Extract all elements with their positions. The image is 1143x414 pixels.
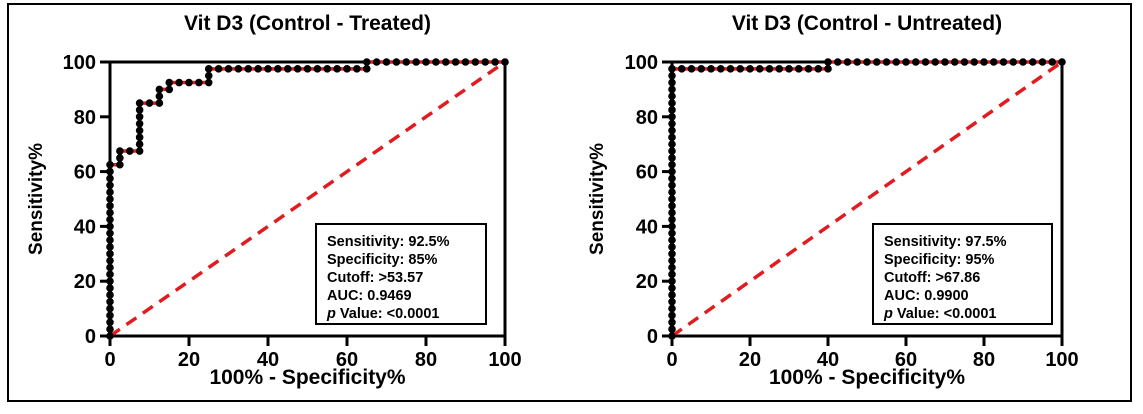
x-axis-label: 100% - Specificity%: [209, 366, 406, 389]
y-axis-label: Sensitivity%: [26, 143, 47, 255]
y-axis-label: Sensitivity%: [587, 143, 608, 255]
stats-box: Sensitivity: 97.5% Specificity: 95% Cutoff…: [872, 223, 1053, 325]
x-axis: 0 20 40 60 80 100: [666, 337, 1079, 371]
stats-line: Specificity: 95%: [884, 252, 995, 268]
roc-chart-untreated: 0 20 40 60 80 100 0 20 40 60 80 100 Vit D3 (Control…: [565, 4, 1140, 402]
x-tick-label: 60: [336, 349, 358, 371]
roc-markers: [106, 58, 509, 340]
x-axis-label: 100% - Specificity%: [768, 366, 966, 389]
stats-line: AUC: 0.9900: [884, 288, 969, 304]
x-tick-label: 20: [739, 349, 761, 371]
y-tick-label: 80: [636, 107, 658, 129]
y-tick-label: 100: [63, 52, 96, 74]
stats-line: Sensitivity: 92.5%: [327, 234, 450, 250]
roc-markers: [668, 58, 1066, 340]
x-tick-label: 80: [415, 349, 437, 371]
y-tick-label: 0: [85, 326, 96, 348]
x-tick-label: 100: [1045, 349, 1078, 371]
x-tick-label: 80: [973, 349, 995, 371]
stats-line: Cutoff: >67.86: [884, 270, 981, 286]
y-tick-label: 20: [636, 271, 658, 293]
chart-title: Vit D3 (Control - Treated): [184, 12, 431, 35]
y-tick-label: 40: [74, 216, 96, 238]
y-tick-label: 60: [636, 162, 658, 184]
roc-plot: 0 20 40 60 80 100 0 20 40 60 80 100: [63, 52, 522, 371]
stats-line: Specificity: 85%: [327, 252, 438, 268]
x-tick-label: 40: [257, 349, 279, 371]
chart-title: Vit D3 (Control - Untreated): [731, 12, 1003, 35]
stats-line: p Value: <0.0001: [884, 306, 997, 322]
y-tick-label: 60: [74, 162, 96, 184]
roc-plot: 0 20 40 60 80 100 0 20 40 60 80 100: [625, 52, 1079, 371]
identity-line: [109, 60, 506, 338]
x-tick-label: 60: [895, 349, 917, 371]
y-axis: 0 20 40 60 80 100: [63, 52, 109, 348]
y-tick-label: 100: [625, 52, 658, 74]
y-tick-label: 40: [636, 216, 658, 238]
x-tick-label: 20: [178, 349, 200, 371]
y-tick-label: 20: [74, 271, 96, 293]
stats-line: Cutoff: >53.57: [327, 270, 424, 286]
stats-box: Sensitivity: 92.5% Specificity: 85% Cutoff…: [315, 223, 487, 325]
x-tick-label: 0: [666, 349, 677, 371]
stats-line: Sensitivity: 97.5%: [884, 234, 1007, 250]
x-axis: 0 20 40 60 80 100: [104, 337, 522, 371]
x-tick-label: 40: [817, 349, 839, 371]
x-tick-label: 0: [104, 349, 115, 371]
stats-line: AUC: 0.9469: [327, 288, 412, 304]
stats-line: p Value: <0.0001: [327, 306, 440, 322]
x-tick-label: 100: [488, 349, 521, 371]
roc-chart-treated: 0 20 40 60 80 100 0 20 40 60 80 100 Vit D3 (Control…: [10, 4, 560, 402]
y-tick-label: 80: [74, 107, 96, 129]
y-axis: 0 20 40 60 80 100: [625, 52, 671, 348]
y-tick-label: 0: [647, 326, 658, 348]
